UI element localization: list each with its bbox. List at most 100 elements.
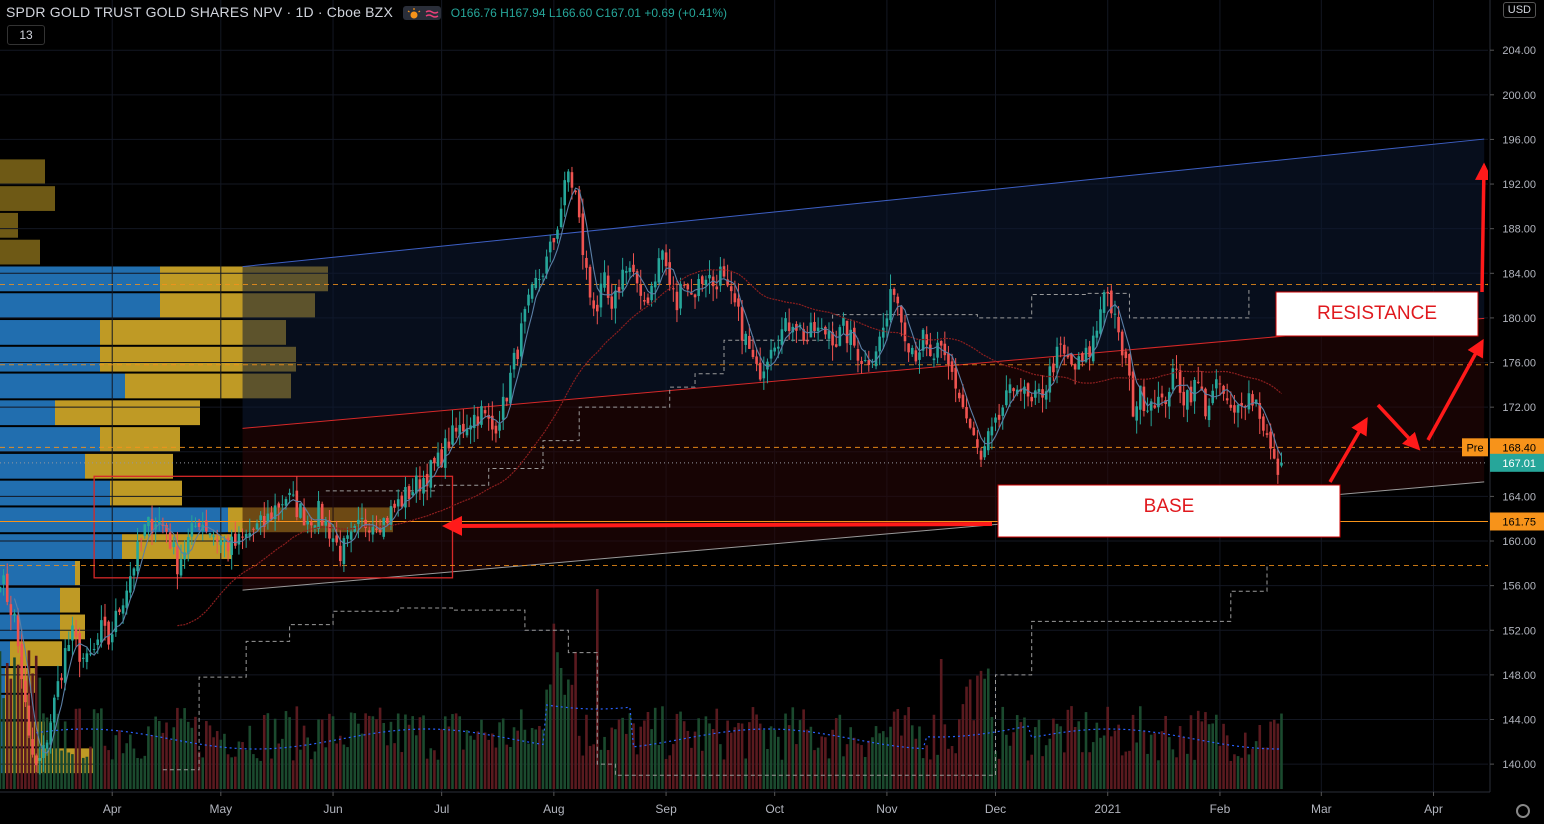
candle-body: [1186, 390, 1189, 410]
volume-bar: [212, 737, 215, 789]
volume-bar: [1167, 737, 1171, 789]
volume-bar: [81, 757, 85, 789]
candle-body: [545, 256, 548, 274]
volume-bar: [1243, 732, 1247, 789]
candle-body: [1077, 356, 1081, 370]
candle-body: [610, 296, 614, 309]
price-tick-label: 156.00: [1502, 581, 1536, 593]
volume-bar: [393, 743, 396, 789]
candle-body: [273, 505, 277, 520]
price-axis[interactable]: 140.00 144.00 148.00 152.00 156.00 160.00 164.…: [1462, 0, 1544, 792]
volume-bar: [896, 709, 900, 789]
candle-body: [31, 739, 34, 755]
volume-bar: [805, 729, 809, 789]
volume-bar: [1005, 734, 1008, 789]
volume-bar: [950, 746, 954, 789]
volume-bar: [773, 729, 776, 789]
candle-body: [270, 512, 273, 520]
price-tick-label: 148.00: [1502, 670, 1536, 682]
indicator-count-badge[interactable]: 13: [7, 25, 45, 45]
candle-body: [719, 266, 722, 286]
candle-body: [219, 540, 223, 546]
volume-bar: [1157, 760, 1160, 789]
candle-body: [208, 533, 212, 536]
volume-bar: [1233, 754, 1236, 789]
vp-buy-bar: [0, 480, 110, 506]
volume-bar: [824, 737, 827, 789]
volume-ma: [36, 704, 1282, 750]
volume-bar: [121, 753, 125, 789]
candle-body: [596, 304, 599, 312]
symbol-title[interactable]: SPDR GOLD TRUST GOLD SHARES NPV · 1D · C…: [6, 4, 393, 20]
volume-bar: [596, 589, 599, 789]
volume-bar: [60, 750, 63, 789]
volume-bar: [299, 749, 302, 789]
candle-body: [892, 288, 896, 295]
volume-bar: [1077, 721, 1081, 789]
candle-body: [118, 609, 121, 613]
time-tick-label: 2021: [1094, 802, 1121, 816]
volume-bar: [136, 757, 139, 789]
candle-body: [563, 180, 567, 206]
candle-body: [744, 333, 748, 345]
candle-body: [726, 279, 729, 286]
candle-body: [244, 533, 248, 538]
volume-bar: [168, 739, 172, 789]
volume-bar: [802, 709, 805, 789]
volume-bar: [1073, 726, 1077, 789]
candle-body: [668, 262, 671, 285]
candle-body: [878, 336, 881, 352]
candle-body: [45, 742, 49, 749]
candle-body: [661, 250, 664, 260]
candle-body: [226, 537, 230, 552]
candle-body: [614, 290, 617, 309]
candle-body: [1160, 393, 1164, 398]
vp-sell-bar: [60, 587, 80, 613]
candle-body: [197, 523, 201, 527]
volume-bar: [1146, 753, 1149, 789]
candle-body: [548, 241, 552, 253]
vp-buy-bar: [0, 373, 125, 399]
candle-body: [1030, 396, 1033, 402]
settings-gear-icon[interactable]: [1516, 804, 1530, 818]
volume-bar: [487, 739, 490, 789]
candle-body: [1110, 290, 1113, 314]
currency-button[interactable]: USD: [1502, 2, 1536, 18]
time-axis[interactable]: Apr May Jun Jul Aug Sep Oct Nov Dec 2021 Feb Mar Apr: [0, 791, 1544, 824]
candle-body: [255, 523, 259, 530]
candle-body: [1189, 386, 1193, 403]
volume-bar: [990, 717, 994, 789]
volume-bar: [230, 757, 233, 789]
volume-bar: [657, 745, 661, 789]
volume-bar: [472, 739, 476, 789]
volume-bar: [1269, 721, 1272, 789]
volume-bar: [914, 738, 918, 789]
candle-body: [715, 286, 719, 290]
volume-bar: [585, 714, 588, 789]
volume-bar: [918, 726, 921, 789]
candle-body: [252, 528, 255, 530]
candle-body: [860, 360, 863, 365]
market-status-icon[interactable]: [402, 6, 441, 21]
volume-bar: [1030, 754, 1033, 789]
volume-bar: [548, 684, 552, 789]
candle-body: [751, 349, 755, 358]
volume-bar: [653, 707, 657, 789]
volume-bar: [527, 743, 530, 789]
candle-body: [1236, 404, 1240, 413]
candle-body: [110, 634, 114, 643]
volume-bar: [943, 724, 947, 789]
volume-bar: [925, 745, 929, 789]
volume-bar: [1135, 742, 1138, 789]
volume-bar: [147, 726, 150, 789]
candle-body: [816, 327, 820, 332]
candle-body: [498, 424, 501, 431]
volume-bar: [559, 668, 563, 789]
time-axis-bg: [0, 792, 1544, 824]
vp-sell-bar: [85, 453, 173, 479]
candle-body: [588, 266, 592, 298]
candle-body: [259, 515, 262, 521]
candle-body: [487, 414, 490, 419]
volume-bar: [664, 758, 668, 789]
